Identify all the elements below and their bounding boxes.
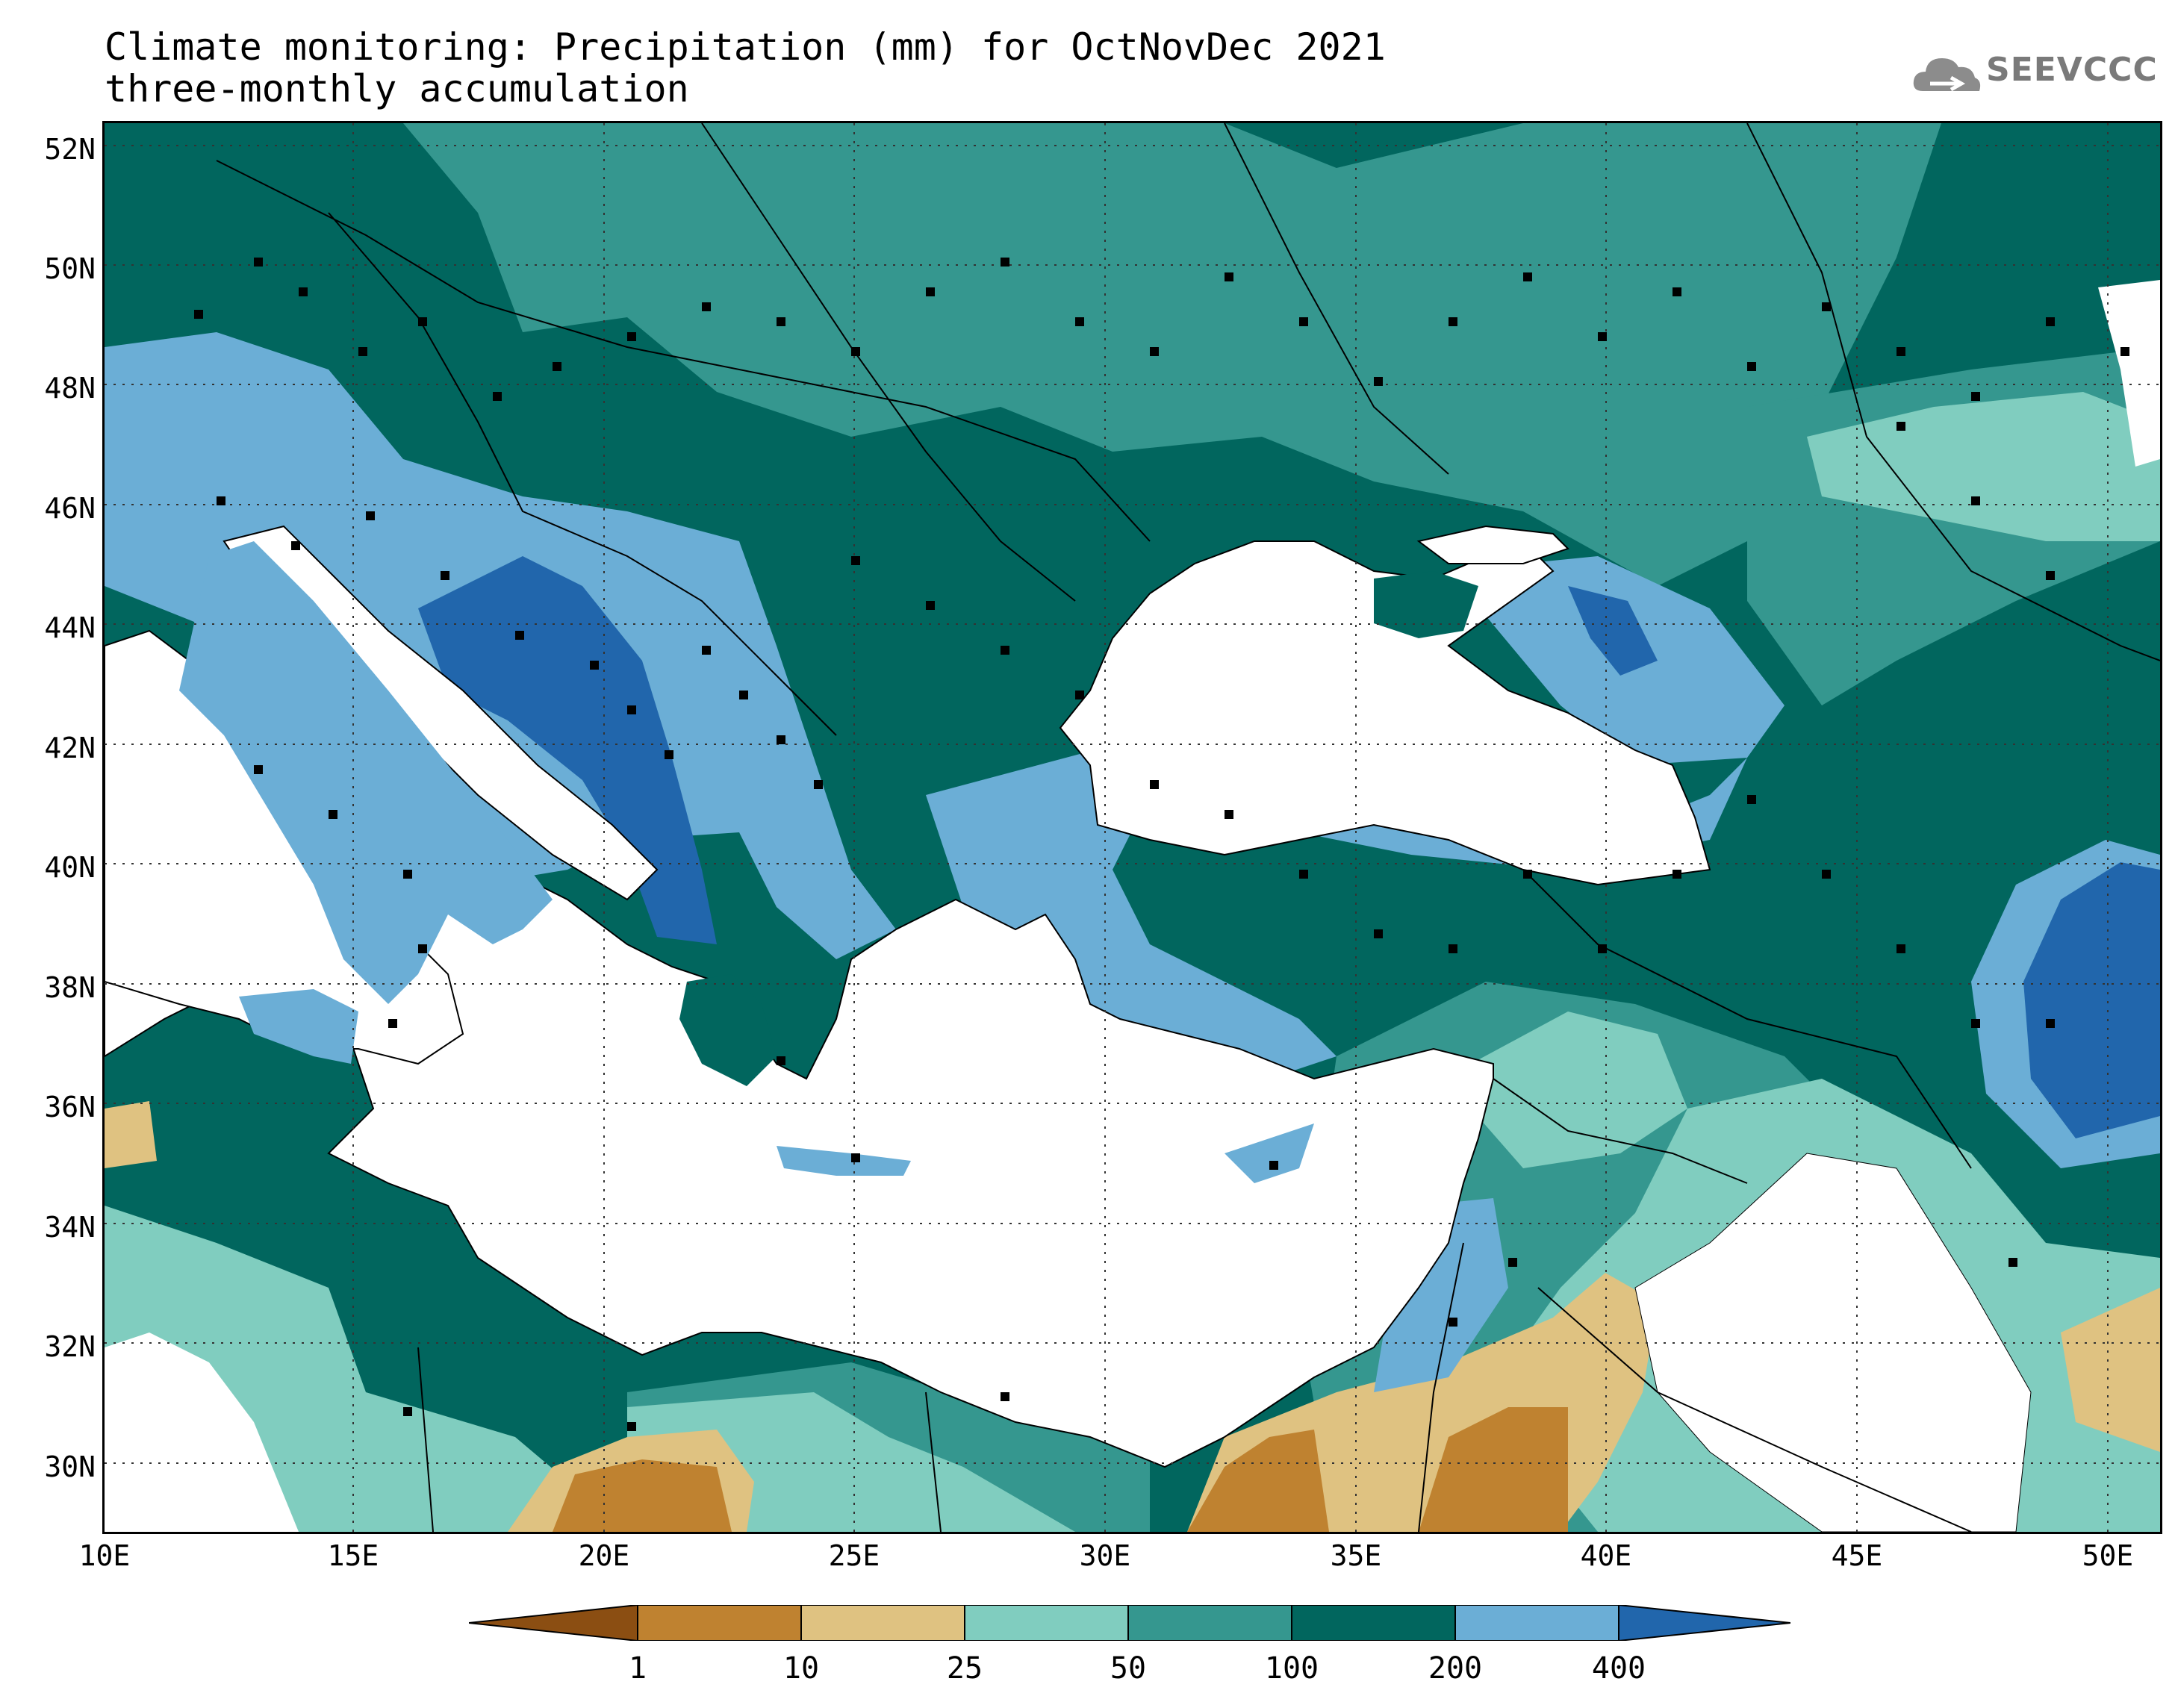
- lat-tick-52n: 52N: [44, 133, 96, 166]
- lat-tick-32n: 32N: [44, 1330, 96, 1363]
- lat-tick-48n: 48N: [44, 372, 96, 405]
- legend-label-1: 1: [628, 1651, 647, 1686]
- field-50-100-north: [403, 123, 1941, 586]
- map-subtitle: three-monthly accumulation: [105, 67, 689, 110]
- iran-no-data: [2098, 280, 2160, 467]
- lat-tick-44n: 44N: [44, 611, 96, 644]
- lon-tick-15e: 15E: [327, 1539, 379, 1572]
- black-sea: [1059, 540, 1711, 886]
- lon-tick-25e: 25E: [828, 1539, 880, 1572]
- legend-label-10: 10: [782, 1651, 820, 1686]
- lon-tick-30e: 30E: [1079, 1539, 1131, 1572]
- legend-label-100: 100: [1264, 1651, 1319, 1686]
- logo-text: SEEVCCC: [1986, 51, 2158, 89]
- legend-label-25: 25: [946, 1651, 983, 1686]
- lat-tick-36n: 36N: [44, 1091, 96, 1123]
- cloud-icon: [1913, 58, 1981, 92]
- legend-label-200: 200: [1428, 1651, 1483, 1686]
- field-10-25-iraq-south: [2061, 1288, 2160, 1452]
- field-over-400-georgia: [1568, 586, 1658, 676]
- greece-peloponnese: [679, 974, 777, 1086]
- lon-tick-40e: 40E: [1580, 1539, 1632, 1572]
- lat-tick-46n: 46N: [44, 492, 96, 525]
- legend-swatch-10-25: [800, 1605, 965, 1641]
- cyprus: [1225, 1123, 1314, 1183]
- legend-swatch-50-100: [1127, 1605, 1292, 1641]
- lon-tick-10e: 10E: [78, 1539, 131, 1572]
- lat-tick-40n: 40N: [44, 851, 96, 884]
- lon-tick-20e: 20E: [578, 1539, 630, 1572]
- legend-swatch-lt-1: [469, 1605, 638, 1641]
- legend-swatch-1-10: [637, 1605, 802, 1641]
- station-markers: [194, 258, 2129, 1431]
- field-25-50-syria: [1471, 1012, 1687, 1168]
- lat-tick-42n: 42N: [44, 732, 96, 764]
- field-over-400-iran: [2023, 862, 2160, 1138]
- lon-tick-45e: 45E: [1831, 1539, 1883, 1572]
- field-25-50-caspian: [1807, 392, 2160, 541]
- legend-label-50: 50: [1110, 1651, 1147, 1686]
- precipitation-map: [102, 121, 2162, 1534]
- lat-tick-38n: 38N: [44, 971, 96, 1004]
- legend-swatch-200-400: [1454, 1605, 1619, 1641]
- legend-colorbar: [469, 1605, 1790, 1641]
- lat-tick-34n: 34N: [44, 1211, 96, 1244]
- field-10-25-tunisia: [105, 1101, 157, 1168]
- legend-swatch-100-200: [1291, 1605, 1456, 1641]
- saharan-desert: [1634, 1153, 2032, 1532]
- sea-of-azov: [1416, 525, 1569, 564]
- lat-tick-50n: 50N: [44, 252, 96, 285]
- sicily: [239, 989, 358, 1064]
- gridlines: [105, 123, 2160, 1532]
- italy-peninsula: [179, 541, 553, 1004]
- lon-tick-35e: 35E: [1330, 1539, 1382, 1572]
- field-1-10-libya: [553, 1459, 732, 1532]
- legend-swatch-gt-400: [1618, 1605, 1790, 1641]
- legend-swatch-25-50: [964, 1605, 1129, 1641]
- field-1-10-egypt: [1187, 1430, 1329, 1532]
- lat-tick-30n: 30N: [44, 1450, 96, 1483]
- field-1-10-jordan: [1419, 1407, 1568, 1532]
- crete: [777, 1146, 911, 1176]
- map-canvas: [105, 123, 2160, 1532]
- field-over-400-dinaric: [418, 556, 717, 944]
- crimea: [1374, 571, 1478, 638]
- libya-coast-no-data: [105, 1333, 299, 1532]
- legend-label-400: 400: [1591, 1651, 1646, 1686]
- map-title: Climate monitoring: Precipitation (mm) f…: [105, 25, 1386, 69]
- lon-tick-50e: 50E: [2082, 1539, 2134, 1572]
- country-borders: [216, 123, 2160, 1532]
